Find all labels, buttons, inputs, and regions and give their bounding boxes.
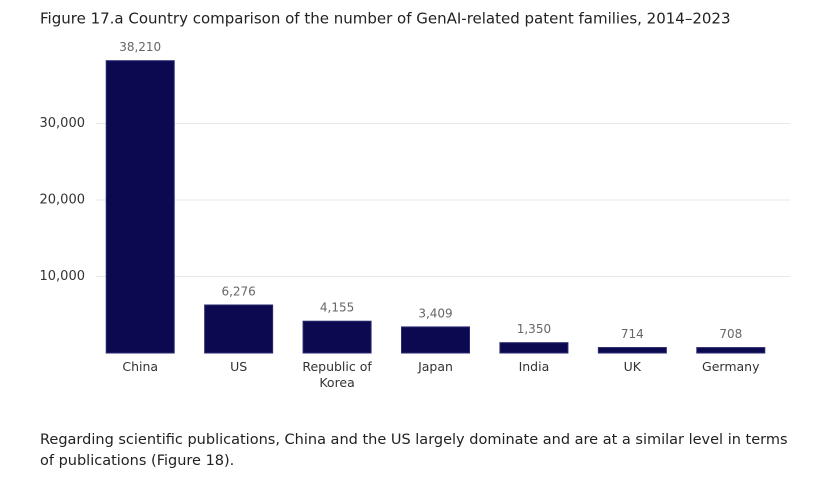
x-tick-label: Germany — [702, 359, 760, 374]
value-label: 1,350 — [517, 322, 551, 336]
bar — [696, 347, 766, 354]
x-tick-label: Republic of Korea — [302, 359, 372, 390]
value-label: 6,276 — [221, 284, 255, 298]
y-tick-label: 30,000 — [40, 116, 86, 131]
x-tick-label: India — [518, 359, 550, 374]
paragraph: Regarding scientific publications, China… — [40, 432, 788, 469]
bar — [302, 320, 372, 354]
x-tick-label: US — [230, 359, 248, 374]
value-label: 4,155 — [320, 301, 354, 315]
chart: Figure 17.a Country comparison of the nu… — [40, 10, 790, 354]
y-tick-label: 20,000 — [40, 193, 86, 208]
bar — [499, 342, 569, 354]
bar — [597, 347, 667, 354]
x-tick-label: China — [122, 359, 159, 374]
value-label: 708 — [719, 327, 742, 341]
bar — [401, 326, 470, 354]
chart-title: Figure 17.a Country comparison of the nu… — [40, 10, 731, 28]
value-label: 38,210 — [119, 40, 161, 54]
value-label: 3,409 — [418, 306, 452, 320]
bar — [105, 60, 175, 354]
y-tick-label: 10,000 — [40, 269, 86, 284]
x-tick-label: UK — [623, 359, 642, 374]
value-label: 714 — [621, 327, 644, 341]
bar — [204, 304, 274, 354]
x-tick-label: Japan — [418, 359, 453, 374]
